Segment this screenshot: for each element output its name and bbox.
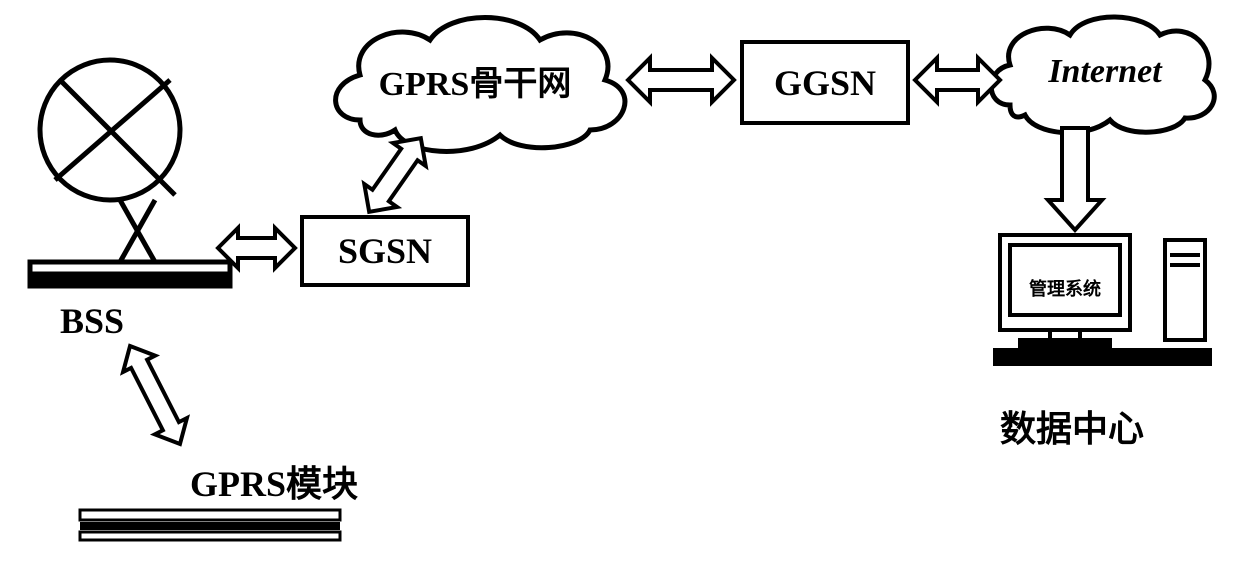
sgsn-label: SGSN [338,230,432,272]
antenna-icon [30,60,230,286]
datacenter-label: 数据中心 [1000,400,1144,452]
arrow-bss-gprsmodule [114,338,196,452]
arrow-ggsn-internet [915,58,1000,102]
internet-label: Internet [1047,53,1163,90]
computer-icon [995,235,1210,364]
diagram-canvas: SGSN GGSN BSS GPRS模块 数据中心 GPRS骨干网 [0,0,1240,587]
internet-cloud [991,17,1214,133]
diagram-svg: GPRS骨干网 Internet 管理系统 [0,0,1240,587]
arrow-internet-datacenter [1048,128,1102,230]
gprs-backbone-label: GPRS骨干网 [379,66,572,103]
ggsn-label: GGSN [774,62,876,104]
ggsn-node: GGSN [740,40,910,125]
arrow-backbone-ggsn [628,58,734,102]
gprs-module-label: GPRS模块 [190,455,358,507]
sgsn-node: SGSN [300,215,470,287]
arrow-sgsn-backbone [353,127,437,224]
gprs-backbone-cloud [336,18,625,152]
arrow-bss-sgsn [218,228,295,268]
datacenter-sublabel: 管理系统 [1029,278,1101,299]
gprs-module-slab [80,510,340,540]
bss-label: BSS [60,300,124,342]
